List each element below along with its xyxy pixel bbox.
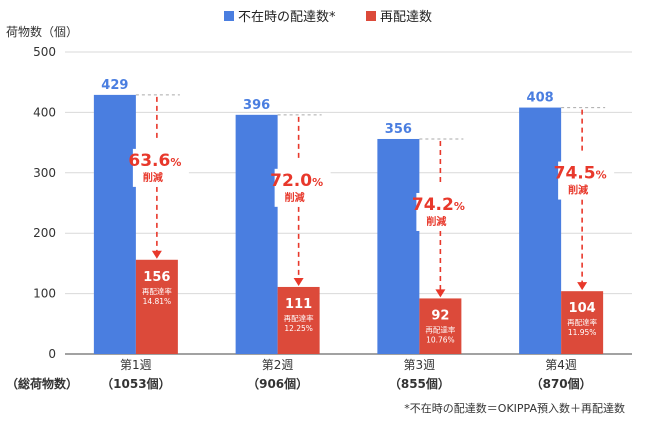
y-axis-label: 荷物数（個） xyxy=(6,24,78,39)
reduction-unit: % xyxy=(454,200,465,213)
reduction-percent: 63.6% xyxy=(128,151,181,171)
reduction-value: 72.0 xyxy=(270,171,312,191)
category-total-label: （855個） xyxy=(389,376,450,391)
reduction-value: 74.2 xyxy=(412,195,454,215)
bar-absent-delivery xyxy=(235,114,278,354)
redelivery-rate-label: 再配達率 xyxy=(142,286,172,296)
reduction-label-bg xyxy=(132,148,189,187)
reduction-value: 63.6 xyxy=(128,151,170,171)
redelivery-rate-value: 11.95% xyxy=(568,328,597,337)
value-label-redelivery: 92 xyxy=(431,308,449,323)
legend-swatch-redelivery xyxy=(366,11,376,21)
y-tick-label: 200 xyxy=(33,226,56,240)
x-tick-label: 第3週 xyxy=(404,358,436,372)
y-tick-label: 0 xyxy=(48,347,56,361)
value-label-absent: 429 xyxy=(101,78,128,93)
redelivery-rate-value: 14.81% xyxy=(143,297,172,306)
category-total-label: （1053個） xyxy=(101,376,170,391)
value-label-absent: 356 xyxy=(385,122,412,137)
bars xyxy=(93,94,604,355)
reduction-caption: 削減 xyxy=(285,191,305,204)
reduction-label-bg xyxy=(274,168,331,207)
reduction-arrow-head xyxy=(293,277,304,286)
legend: 不在時の配達数* 再配達数 xyxy=(224,10,432,25)
reduction-label-bg xyxy=(558,161,615,200)
bar-redelivery xyxy=(277,286,320,354)
category-total-label: （906個） xyxy=(247,376,308,391)
x-tick-label: 第4週 xyxy=(545,358,577,372)
value-label-redelivery: 104 xyxy=(569,301,596,316)
reduction-unit: % xyxy=(312,176,323,189)
x-tick-label: 第2週 xyxy=(262,358,294,372)
x-tick-label: 第1週 xyxy=(120,358,152,372)
redelivery-rate-label: 再配達率 xyxy=(425,324,455,334)
footnote: *不在時の配達数＝OKIPPA預入数＋再配達数 xyxy=(404,402,625,415)
bar-redelivery xyxy=(419,298,462,354)
value-label-redelivery: 111 xyxy=(285,297,312,312)
redelivery-rate-value: 10.76% xyxy=(426,335,455,344)
y-tick-label: 400 xyxy=(33,105,56,119)
redelivery-rate-label: 再配達率 xyxy=(284,313,314,323)
category-total-label: （870個） xyxy=(531,376,592,391)
reduction-value: 74.5 xyxy=(554,164,596,184)
reduction-arrow-head xyxy=(577,282,588,291)
reduction-unit: % xyxy=(170,156,181,169)
reduction-caption: 削減 xyxy=(568,184,588,197)
legend-label-redelivery: 再配達数 xyxy=(380,10,432,25)
value-label-redelivery: 156 xyxy=(143,270,170,285)
reduction-caption: 削減 xyxy=(426,215,446,228)
reduction-arrow-head xyxy=(435,289,446,298)
reduction-label-bg xyxy=(416,192,473,231)
bar-absent-delivery xyxy=(93,94,136,354)
y-tick-label: 100 xyxy=(33,287,56,301)
bar-absent-delivery xyxy=(377,138,420,354)
chart-text: 荷物数（個） *不在時の配達数＝OKIPPA預入数＋再配達数 （総荷物数） 0 1… xyxy=(6,24,625,415)
reduction-caption: 削減 xyxy=(143,171,163,184)
reduction-unit: % xyxy=(596,169,607,182)
bar-absent-delivery xyxy=(519,107,562,355)
reduction-percent: 74.5% xyxy=(554,164,607,184)
y-tick-label: 500 xyxy=(33,45,56,59)
redelivery-rate-value: 12.25% xyxy=(284,324,313,333)
reduction-arrow-head xyxy=(151,250,162,259)
legend-swatch-absent xyxy=(224,11,234,21)
reduction-percent: 72.0% xyxy=(270,171,323,191)
legend-label-absent: 不在時の配達数* xyxy=(238,10,336,25)
value-label-absent: 408 xyxy=(527,91,554,106)
reduction-percent: 74.2% xyxy=(412,195,465,215)
bar-redelivery xyxy=(561,291,604,354)
redelivery-rate-label: 再配達率 xyxy=(567,317,597,327)
bar-redelivery xyxy=(135,259,178,354)
value-label-absent: 396 xyxy=(243,98,270,113)
total-row-label: （総荷物数） xyxy=(6,376,78,391)
y-tick-label: 300 xyxy=(33,166,56,180)
